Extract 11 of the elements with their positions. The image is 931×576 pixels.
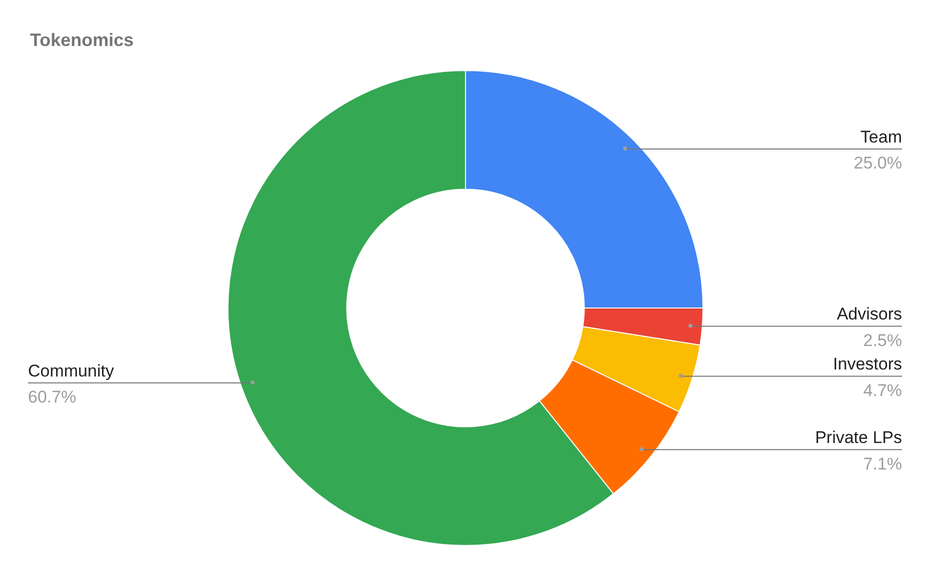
chart-title: Tokenomics <box>30 30 134 51</box>
data-label: 60.7% <box>28 388 76 407</box>
slice-label: Advisors <box>836 304 902 324</box>
data-label: 4.7% <box>863 380 902 400</box>
data-label: 7.1% <box>863 454 902 474</box>
slice-label: Team <box>860 127 902 146</box>
data-label: 2.5% <box>863 330 902 350</box>
data-label: 25.0% <box>854 154 902 173</box>
slice-label: Private LPs <box>815 428 902 448</box>
slice-label: Community <box>28 361 114 380</box>
slice-label: Investors <box>833 354 902 374</box>
